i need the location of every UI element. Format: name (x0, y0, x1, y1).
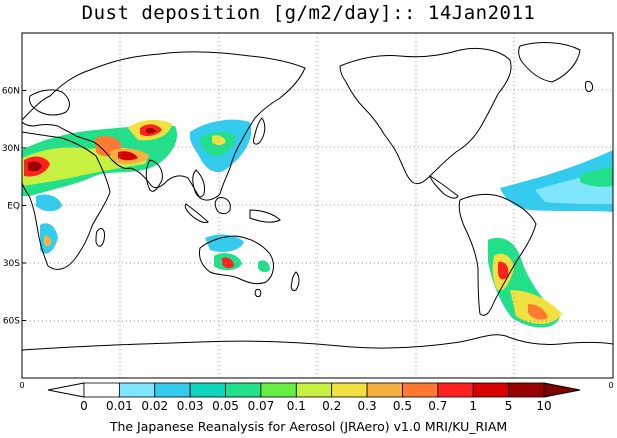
colorbar-arrow-right (543, 382, 581, 398)
coast-australia (199, 235, 274, 285)
edge-label-right: 0 (608, 381, 613, 390)
coast-india (145, 159, 163, 192)
graticule (22, 33, 613, 378)
colorbar-box (154, 382, 191, 398)
colorbar-label: 0.03 (177, 399, 204, 413)
coast-eurasia (22, 51, 306, 201)
coast-indochina (192, 169, 205, 198)
coast-new-guinea (249, 209, 281, 223)
colorbar: 0 0.01 0.02 0.03 0.05 0.07 0.1 0.2 0.3 0.5 0.7 1 5 10… (19, 381, 613, 413)
colorbar-label: 0.2 (322, 399, 341, 413)
coast-north-america (339, 47, 512, 185)
coastlines (22, 42, 613, 351)
coast-tasmania (254, 289, 262, 297)
colorbar-label: 0.3 (358, 399, 377, 413)
coast-europe (29, 89, 70, 116)
coast-central-america (429, 174, 459, 199)
coast-borneo (214, 197, 231, 215)
colorbar-box (437, 382, 474, 398)
lat-label: 30S (3, 259, 20, 269)
colorbar-label: 0.1 (287, 399, 306, 413)
colorbar-label: 0.01 (106, 399, 133, 413)
dust-australia-east (258, 260, 270, 273)
coast-antarctica (22, 334, 613, 351)
dust-persia-core (118, 151, 138, 161)
chart-title: Dust deposition [g/m2/day]:: 14Jan2011 (81, 2, 536, 24)
colorbar-box (472, 382, 510, 398)
colorbar-box (402, 382, 439, 398)
dust-east-asia-core (212, 135, 226, 145)
colorbar-box (225, 382, 262, 398)
colorbar-label: 0.07 (248, 399, 275, 413)
dust-fields (22, 119, 613, 328)
colorbar-arrow-left (47, 382, 85, 398)
dust-atlantic-core (580, 166, 613, 187)
dust-patagonia-plume-core (528, 304, 548, 320)
colorbar-label: 1 (469, 399, 477, 413)
colorbar-label: 0.7 (428, 399, 447, 413)
colorbar-label: 5 (505, 399, 513, 413)
colorbar-label: 0.05 (212, 399, 239, 413)
lat-label: EQ (7, 202, 20, 212)
dust-australia-north (205, 234, 244, 252)
lat-label: 60S (3, 317, 20, 327)
coast-uk (585, 81, 593, 93)
dust-south-africa-core (44, 235, 52, 247)
dust-sahara-core2 (28, 161, 42, 172)
credit-line: The Japanese Reanalysis for Aerosol (JRA… (109, 419, 508, 434)
lat-label: 30N (2, 144, 20, 154)
colorbar-label: 0 (80, 399, 88, 413)
colorbar-box (189, 382, 226, 398)
colorbar-box (260, 382, 297, 398)
colorbar-box (331, 382, 368, 398)
colorbar-label: 10 (536, 399, 551, 413)
coast-japan (253, 117, 266, 145)
coast-south-america (458, 193, 537, 316)
coast-madagascar (95, 227, 105, 247)
latitude-axis: 60N 30N EQ 30S 60S (2, 87, 26, 327)
coast-greenland (518, 42, 581, 83)
dust-west-africa (36, 194, 62, 212)
colorbar-box (508, 382, 545, 398)
colorbar-box (118, 382, 156, 398)
dust-patagonia-core (498, 261, 509, 280)
dust-taklamakan-core (146, 127, 156, 134)
colorbar-box (83, 382, 120, 398)
colorbar-label: 0.02 (141, 399, 168, 413)
coast-new-zealand (290, 271, 300, 291)
colorbar-box (366, 382, 403, 398)
dust-australia-core (222, 257, 234, 269)
colorbar-label: 0.5 (393, 399, 412, 413)
colorbar-box (295, 382, 333, 398)
edge-label-left: 0 (19, 381, 24, 390)
coast-sumatra (184, 203, 209, 223)
coast-africa (22, 131, 111, 270)
lat-label: 60N (2, 87, 20, 97)
